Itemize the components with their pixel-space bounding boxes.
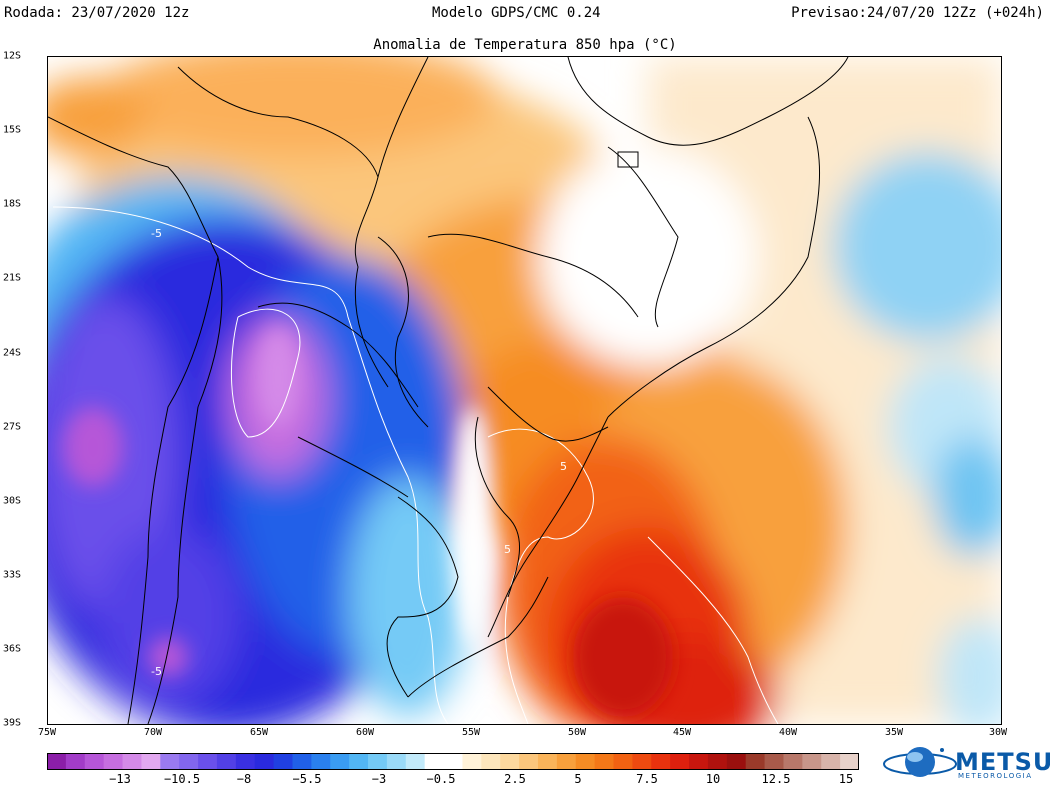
run-label: Rodada: 23/07/2020 12z [4,5,190,21]
colorbar-swatch [840,753,859,770]
colorbar-swatch [235,753,256,770]
colorbar-label: −3 [371,772,387,786]
metsul-globe-logo [883,747,957,777]
lon-label-65w: 65W [249,727,269,738]
colorbar-swatch [764,753,784,770]
colorbar-swatch [481,753,501,770]
lat-label-33s: 33S [3,569,22,581]
colorbar-swatch [292,753,312,770]
colorbar-label: −8 [236,772,252,786]
colorbar-swatch [160,753,180,770]
colorbar-swatch [575,753,596,770]
colorbar-label: 7.5 [636,772,658,786]
colorbar-label: 5 [574,772,582,786]
lon-label-45w: 45W [672,727,692,738]
lat-label-27s: 27S [3,421,22,433]
lat-label-39s: 39S [3,717,22,729]
lon-label-30w: 30W [988,727,1008,738]
colorbar-label: 15 [838,772,854,786]
colorbar-swatch [613,753,633,770]
colorbar-swatch [198,753,218,770]
colorbar-swatch [141,753,161,770]
lon-label-75w: 75W [37,727,57,738]
colorbar-swatch [311,753,331,770]
lon-label-70w: 70W [143,727,163,738]
colorbar-swatch [689,753,709,770]
colorbar-swatch [84,753,105,770]
colorbar-swatch [368,753,388,770]
colorbar-swatch [537,753,558,770]
colorbar-swatch [349,753,369,770]
colorbar-swatch [405,753,426,770]
colorbar-swatch [179,753,199,770]
colorbar [47,753,859,770]
colorbar-swatch [821,753,841,770]
lon-label-60w: 60W [355,727,375,738]
colorbar-swatch [254,753,275,770]
lon-label-35w: 35W [884,727,904,738]
contour-label-5-uruguay: 5 [504,543,511,556]
colorbar-swatch [103,753,124,770]
colorbar-swatch [745,753,766,770]
colorbar-swatch [424,753,445,770]
colorbar-swatch [65,753,86,770]
colorbar-label: −0.5 [426,772,456,786]
lat-label-24s: 24S [3,347,22,359]
lat-label-30s: 30S [3,495,22,507]
colorbar-swatch [556,753,577,770]
colorbar-swatch [216,753,237,770]
colorbar-swatch [802,753,822,770]
colorbar-swatch [632,753,652,770]
colorbar-label: −10.5 [163,772,201,786]
colorbar-swatch [519,753,539,770]
lat-label-15s: 15S [3,124,22,136]
colorbar-label: 12.5 [761,772,791,786]
colorbar-swatch [330,753,350,770]
colorbar-swatch [443,753,463,770]
colorbar-swatch [707,753,728,770]
colorbar-label: 2.5 [504,772,526,786]
brand-name: METSUL [955,748,1050,776]
colorbar-label: −5.5 [292,772,322,786]
colorbar-swatch [273,753,293,770]
lon-label-55w: 55W [461,727,481,738]
contour-label-minus5-north: -5 [151,227,162,240]
colorbar-swatch [783,753,803,770]
anomaly-field: -5 5 5 -5 [48,57,1001,724]
lat-label-21s: 21S [3,272,22,284]
colorbar-label: 10 [705,772,721,786]
colorbar-swatch [594,753,615,770]
lat-label-18s: 18S [3,198,22,210]
lat-label-12s: 12S [3,50,22,62]
colorbar-swatch [651,753,671,770]
colorbar-swatch [726,753,747,770]
colorbar-swatch [122,753,142,770]
lon-label-40w: 40W [778,727,798,738]
model-label: Modelo GDPS/CMC 0.24 [432,5,601,21]
colorbar-swatch [670,753,690,770]
colorbar-swatch [47,753,67,770]
contour-label-5-south-brazil: 5 [560,460,567,473]
lon-label-50w: 50W [567,727,587,738]
colorbar-label: −13 [109,772,131,786]
colorbar-swatch [462,753,482,770]
colorbar-swatch [500,753,520,770]
valid-time-label: Previsao:24/07/20 12Zz (+024h) [791,5,1044,21]
colorbar-swatch [386,753,407,770]
map-title: Anomalia de Temperatura 850 hpa (°C) [373,37,677,53]
temperature-anomaly-map: -5 5 5 -5 [47,56,1002,725]
lat-label-36s: 36S [3,643,22,655]
contour-label-minus5-south: -5 [151,665,162,678]
brand-subtitle: METEOROLOGIA [958,772,1033,780]
